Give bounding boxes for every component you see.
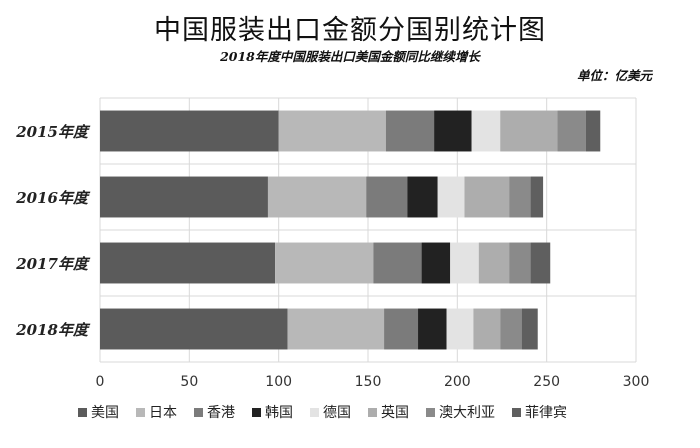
legend-label: 美国 [91,405,119,421]
bar-segment [275,242,374,284]
bar-segment [509,176,531,218]
chart-subtitle: 2018年度中国服装出口美国金额同比继续增长 [220,49,480,64]
bar-segment [366,176,408,218]
legend-item: 德国 [310,402,351,422]
x-tick-label: 300 [623,374,650,390]
legend-swatch [426,407,435,417]
bar-segment [418,308,447,350]
legend-item: 美国 [78,402,119,422]
x-tick-label: 100 [265,374,292,390]
legend-label: 香港 [207,405,235,421]
legend-item: 菲律宾 [512,402,567,422]
legend-label: 日本 [149,405,177,421]
legend-swatch [136,407,145,417]
bar-segment [100,308,288,350]
legend-swatch [512,407,521,417]
legend-item: 英国 [368,402,409,422]
bar-segment [450,242,479,284]
legend-swatch [78,407,87,417]
bar-segment [267,176,367,218]
bar-segment [478,242,510,284]
bar-segment [407,176,438,218]
legend-label: 德国 [323,405,351,421]
bar-segment [100,110,279,152]
bar-segment [385,110,435,152]
bar-segment [471,110,501,152]
bar-segment [464,176,510,218]
legend-item: 日本 [136,402,177,422]
x-tick-label: 250 [533,374,560,390]
legend-swatch [252,407,261,417]
x-tick-label: 0 [96,374,105,390]
bar-segment [373,242,422,284]
bar-segment [100,242,276,284]
y-category-label: 2017年度 [15,255,91,273]
y-category-label: 2016年度 [15,189,91,207]
legend-item: 韩国 [252,402,293,422]
bar-segment [500,308,522,350]
legend-label: 菲律宾 [525,405,567,421]
bar-segment [446,308,474,350]
legend-item: 澳大利亚 [426,402,495,422]
bar-segment [530,176,544,218]
bar-segment [384,308,419,350]
bar-segment [434,110,472,152]
bar-segment [521,308,538,350]
bar-segment [437,176,465,218]
legend-label: 英国 [381,405,409,421]
legend-swatch [194,407,203,417]
y-category-label: 2018年度 [15,321,91,339]
x-tick-label: 200 [444,374,471,390]
legend-swatch [368,407,377,417]
bar-segment [421,242,451,284]
x-tick-label: 50 [180,374,198,390]
bar-segment [278,110,386,152]
x-tick-label: 150 [355,374,382,390]
bar-segment [100,176,268,218]
bar-segment [473,308,501,350]
bar-segment [585,110,601,152]
unit-label: 单位：亿美元 [576,68,652,83]
bar-segment [530,242,551,284]
y-category-label: 2015年度 [15,123,91,141]
chart-legend: 美国 日本 香港 韩国 德国 英国 澳大利亚 菲律宾 [78,402,678,422]
bar-segment [287,308,385,350]
bar-segment [500,110,558,152]
legend-item: 香港 [194,402,235,422]
legend-label: 澳大利亚 [439,405,495,421]
chart-title: 中国服装出口金额分国别统计图 [154,15,546,46]
bar-segment [509,242,531,284]
bar-segment [557,110,586,152]
legend-swatch [310,407,319,417]
legend-label: 韩国 [265,405,293,421]
